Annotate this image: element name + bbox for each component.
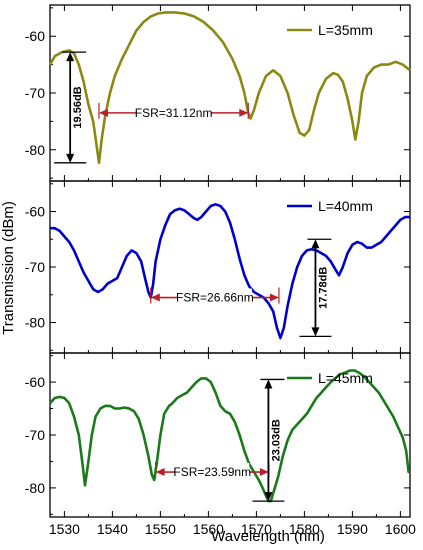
depth-label: 19.56dB [72,86,84,128]
panel-l35-ticks [50,5,410,181]
depth-arrowhead-top [66,52,75,62]
y-tick-label: -60 [25,28,45,44]
depth-annotation-l45: 23.03dB [252,378,285,502]
panel-l40-y-tick-labels: -60 -70 -80 [25,204,45,331]
depth-annotation-l40: 17.78dB [299,238,332,338]
fsr-arrowhead-right [239,108,249,117]
depth-arrowhead-bottom [311,327,320,337]
fsr-annotation-l45: FSR=23.59nm [155,462,270,479]
fsr-arrowhead-right [259,468,269,477]
y-tick-label: -80 [25,480,45,496]
depth-arrowhead-top [264,379,273,389]
depth-arrowhead-top [311,239,320,249]
series-line-l45 [49,369,410,503]
depth-label: 17.78dB [317,267,329,309]
y-tick-label: -70 [25,85,45,101]
fsr-arrowhead-left [98,108,108,117]
legend-label: L=45mm [318,370,373,386]
x-tick-label: 1560 [193,521,224,537]
x-tick-label: 1600 [385,521,416,537]
fsr-arrowhead-left [155,468,165,477]
x-tick-label: 1590 [337,521,368,537]
fsr-label: FSR=31.12nm [135,106,213,120]
depth-annotation-l35: 19.56dB [54,51,87,164]
x-tick-labels: 1530 1540 1550 1560 1570 1580 1590 1600 [49,521,416,537]
panel-l45-y-tick-labels: -60 -70 -80 [25,374,45,496]
x-tick-label: 1540 [97,521,128,537]
x-tick-label: 1550 [145,521,176,537]
legend-label: L=40mm [318,198,373,214]
fsr-arrowhead-right [269,293,279,302]
fsr-label-background [175,463,250,479]
series-line-l35 [48,11,411,165]
fsr-label: FSR=26.66nm [176,291,254,305]
panel-l45-ticks [50,353,410,517]
y-tick-label: -70 [25,259,45,275]
series-line-l40 [50,203,410,340]
x-tick-label: 1580 [289,521,320,537]
fsr-label-background [136,103,211,119]
x-tick-label: 1570 [241,521,272,537]
panel-l35: -60 -70 -80 FSR=31.12nm 19.56dB L=35mm [25,4,411,182]
legend-l40: L=40mm [287,198,373,214]
y-axis-label: Transmission (dBm) [0,201,17,335]
legend-label: L=35mm [318,22,373,38]
fsr-arrowhead-left [150,293,160,302]
x-tick-label: 1530 [49,521,80,537]
depth-label: 23.03dB [270,419,282,461]
fsr-label: FSR=23.59nm [173,465,251,479]
panel-l35-y-tick-labels: -60 -70 -80 [25,28,45,158]
fsr-annotation-l35: FSR=31.12nm [98,102,249,120]
panel-l40: -60 -70 -80 FSR=26.66nm 17.78dB L=40mm [25,180,411,354]
y-tick-label: -60 [25,374,45,390]
y-tick-label: -70 [25,427,45,443]
fsr-annotation-l40: FSR=26.66nm [150,287,280,305]
y-tick-label: -60 [25,204,45,220]
legend-l45: L=45mm [287,370,373,386]
y-tick-label: -80 [25,142,45,158]
y-tick-label: -80 [25,314,45,330]
legend-l35: L=35mm [287,22,373,38]
fsr-label-background [177,288,252,304]
x-axis-label: Wavelength (nm) [211,528,325,545]
panel-l45: -60 -70 -80 FSR=23.59nm 23.03dB L=45mm [25,352,411,518]
depth-arrowhead-bottom [264,492,273,502]
depth-arrowhead-bottom [66,153,75,163]
